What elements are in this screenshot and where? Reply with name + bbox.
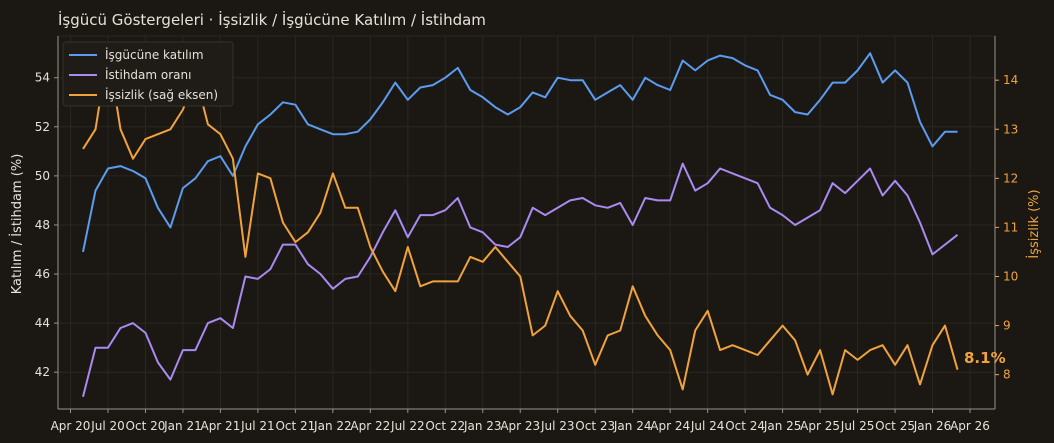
x-tick-label: Oct 21	[275, 419, 315, 433]
x-tick-label: Jul 25	[840, 419, 875, 433]
y-right-tick-label: 9	[1003, 319, 1011, 333]
y-right-tick-label: 8	[1003, 368, 1011, 382]
y-left-tick-label: 44	[35, 316, 50, 330]
y-left-tick-label: 54	[35, 71, 50, 85]
y-right-tick-label: 13	[1003, 122, 1018, 136]
y-right-tick-label: 10	[1003, 269, 1018, 283]
x-tick-label: Apr 20	[51, 419, 91, 433]
legend-label: İşgücüne katılım	[105, 47, 204, 62]
y-right-tick-label: 11	[1003, 220, 1018, 234]
x-tick-label: Jan 23	[463, 419, 502, 433]
legend-label: İstihdam oranı	[105, 67, 191, 82]
series-group	[82, 49, 959, 397]
y-right-tick-label: 12	[1003, 171, 1018, 185]
legend-box	[62, 41, 234, 107]
x-tick-label: Oct 23	[575, 419, 615, 433]
y-left-tick-label: 48	[35, 218, 50, 232]
x-tick-label: Jan 26	[913, 419, 952, 433]
legend: İşgücüne katılım İstihdam oranı İşsizlik (…	[62, 41, 234, 107]
x-tick-label: Jul 22	[390, 419, 425, 433]
y-left-tick-label: 46	[35, 267, 50, 281]
x-tick-label: Jan 22	[313, 419, 352, 433]
participation-line	[82, 52, 958, 253]
x-tick-label: Jan 21	[163, 419, 202, 433]
y-left-tick-label: 42	[35, 365, 50, 379]
legend-label: İşsizlik (sağ eksen)	[105, 87, 218, 102]
x-tick-label: Jul 23	[540, 419, 575, 433]
x-tick-label: Oct 22	[425, 419, 465, 433]
y-axis-right-label: İşsizlik (%)	[1026, 189, 1042, 258]
y-right-tick-label: 14	[1003, 73, 1018, 87]
x-tick-label: Jul 21	[240, 419, 275, 433]
end-value-label: 8.1%	[964, 349, 1006, 367]
x-tick-label: Jul 24	[690, 419, 725, 433]
unemployment-line	[82, 49, 959, 396]
x-tick-label: Apr 22	[350, 419, 390, 433]
y-axis-left-label: Katılım / İstihdam (%)	[9, 154, 25, 295]
x-tick-label: Apr 24	[650, 419, 690, 433]
employment-line	[82, 162, 959, 397]
y-left-tick-label: 52	[35, 120, 50, 134]
x-tick-label: Apr 23	[500, 419, 540, 433]
y-left-tick-label: 50	[35, 169, 50, 183]
chart-title: İşgücü Göstergeleri · İşsizlik / İşgücün…	[58, 10, 486, 29]
x-tick-label: Jan 24	[613, 419, 652, 433]
x-tick-label: Oct 24	[725, 419, 765, 433]
x-tick-label: Apr 21	[200, 419, 240, 433]
x-tick-label: Oct 20	[126, 419, 166, 433]
x-tick-label: Apr 25	[800, 419, 840, 433]
x-tick-label: Jul 20	[90, 419, 125, 433]
x-tick-label: Apr 26	[950, 419, 990, 433]
x-tick-label: Oct 25	[875, 419, 915, 433]
x-tick-label: Jan 25	[763, 419, 802, 433]
